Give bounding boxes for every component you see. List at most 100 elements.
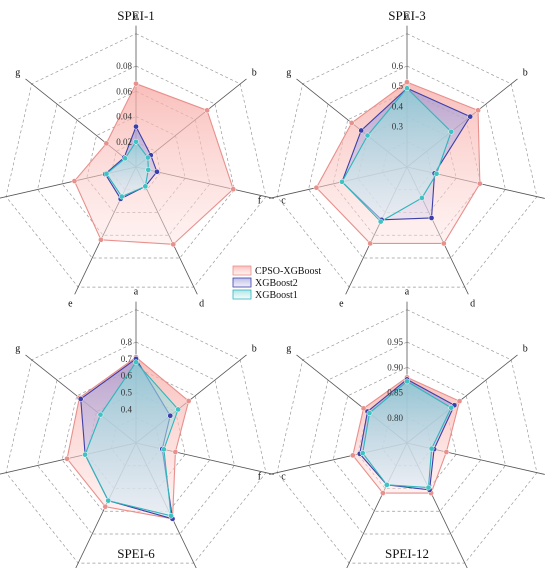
series-area-xgboost1 — [84, 361, 179, 517]
data-point-cpso-xgboost-d — [170, 241, 177, 248]
panel-title: SPEI-3 — [388, 8, 426, 23]
axis-label-g: g — [286, 344, 291, 355]
tick-label: 0.85 — [387, 388, 403, 398]
data-point-xgboost1-e — [383, 482, 390, 488]
data-point-xgboost1-f — [339, 178, 345, 185]
series-area-xgboost1 — [362, 380, 452, 489]
tick-label: 0.6 — [121, 371, 133, 381]
data-point-cpso-xgboost-c — [230, 186, 237, 193]
panel-title: SPEI-6 — [117, 546, 155, 561]
data-point-xgboost1-c — [161, 446, 167, 453]
grid-ring-5 — [276, 33, 538, 288]
axis-label-c: c — [281, 472, 286, 483]
tick-label: 0.08 — [116, 61, 132, 71]
axis-label-e: e — [339, 298, 344, 309]
axis-label-b: b — [523, 344, 528, 355]
data-point-xgboost1-c — [145, 166, 152, 173]
data-point-cpso-xgboost-b — [456, 398, 463, 404]
data-point-xgboost1-d — [142, 183, 149, 190]
axis-label-g: g — [15, 344, 20, 355]
data-point-cpso-xgboost-c — [443, 449, 450, 455]
data-point-cpso-xgboost-b — [475, 107, 481, 114]
data-point-cpso-xgboost-b — [185, 398, 192, 404]
radar-panel-spei-3: a b c d e f g 0.6 0.5 0.4 0.3 SPEI-3 — [258, 8, 545, 309]
data-point-cpso-xgboost-e — [98, 236, 104, 243]
data-point-cpso-xgboost-f — [349, 452, 356, 459]
data-point-xgboost1-b — [448, 128, 455, 135]
axis-label-a: a — [134, 11, 139, 22]
axis-label-f: f — [258, 472, 262, 483]
data-point-cpso-xgboost-d — [440, 240, 447, 247]
data-point-xgboost1-c — [428, 445, 435, 452]
data-point-cpso-xgboost-c — [477, 180, 483, 187]
tick-label: 0.7 — [121, 354, 133, 364]
panel-title: SPEI-1 — [117, 8, 155, 23]
tick-label: 0.04 — [116, 112, 132, 122]
axis-label-b: b — [252, 344, 257, 355]
data-point-xgboost2-g — [77, 396, 84, 402]
data-point-xgboost1-d — [419, 195, 425, 201]
data-point-xgboost1-a — [133, 359, 139, 366]
data-point-cpso-xgboost-e — [367, 240, 374, 247]
legend-label-xgboost1: XGBoost1 — [255, 290, 298, 301]
tick-label: 0.4 — [392, 101, 404, 111]
series-area-xgboost1 — [341, 87, 452, 223]
radar-panel-spei-1: a b c d e f g 0.08 0.06 0.04 0.02 SPEI-1 — [0, 8, 286, 309]
axis-label-g: g — [286, 68, 291, 79]
data-point-xgboost1-b — [175, 406, 181, 413]
grid-ring-5 — [276, 309, 538, 564]
data-point-cpso-xgboost-g — [103, 140, 110, 147]
axis-label-a: a — [134, 287, 139, 298]
data-point-cpso-xgboost-f — [71, 178, 78, 184]
axis-label-b: b — [252, 68, 257, 79]
axis-label-a: a — [405, 287, 410, 298]
tick-label: 0.02 — [116, 137, 132, 147]
data-point-xgboost1-b — [448, 404, 455, 411]
data-point-xgboost1-a — [133, 138, 139, 145]
grid-ring-5 — [5, 33, 267, 288]
data-point-cpso-xgboost-f — [313, 184, 320, 191]
data-point-xgboost1-e — [105, 497, 112, 504]
data-point-xgboost1-a — [404, 85, 410, 92]
data-point-cpso-xgboost-c — [172, 449, 179, 455]
axis-label-b: b — [523, 68, 528, 79]
data-point-xgboost1-g — [364, 132, 371, 139]
data-point-cpso-xgboost-f — [64, 455, 70, 462]
legend-label-cpso-xgboost: CPSO-XGBoost — [255, 266, 321, 277]
data-point-cpso-xgboost-b — [204, 107, 210, 114]
legend-swatch-xgboost1 — [232, 289, 252, 300]
data-point-xgboost2-a — [133, 123, 139, 130]
axis-label-d: d — [470, 298, 475, 309]
data-point-xgboost1-g — [97, 411, 104, 418]
legend-swatch-xgboost2 — [232, 277, 252, 288]
tick-label: 0.80 — [387, 413, 403, 423]
legend-label-xgboost2: XGBoost2 — [255, 278, 298, 289]
data-point-xgboost2-g — [358, 127, 365, 134]
tick-label: 0.95 — [387, 337, 403, 347]
tick-label: 0.3 — [392, 122, 404, 132]
data-point-xgboost2-d — [428, 215, 435, 221]
data-point-cpso-xgboost-g — [348, 120, 355, 126]
data-point-xgboost2-b — [167, 412, 174, 419]
data-point-xgboost1-f — [359, 450, 366, 456]
data-point-xgboost1-c — [433, 170, 440, 177]
data-point-cpso-xgboost-e — [102, 503, 109, 510]
tick-label: 0.8 — [121, 337, 133, 347]
tick-label: 0.6 — [392, 61, 404, 71]
tick-label: 0.4 — [121, 404, 133, 414]
tick-label: 0.5 — [121, 388, 133, 398]
data-point-cpso-xgboost-a — [133, 80, 139, 87]
grid-ring-5 — [5, 309, 267, 564]
axis-label-d: d — [199, 298, 204, 309]
data-point-cpso-xgboost-a — [404, 79, 410, 86]
data-point-xgboost1-f — [82, 451, 88, 458]
axis-label-e: e — [68, 298, 73, 309]
panel-title: SPEI-12 — [385, 546, 429, 561]
data-point-xgboost1-g — [366, 410, 373, 416]
radar-panel-spei-12: a b c d e f g 0.95 0.90 0.85 0.80 SPEI-12 — [258, 287, 545, 568]
axis-label-f: f — [258, 196, 262, 207]
data-point-xgboost2-b — [467, 113, 474, 120]
data-point-cpso-xgboost-e — [380, 490, 386, 496]
